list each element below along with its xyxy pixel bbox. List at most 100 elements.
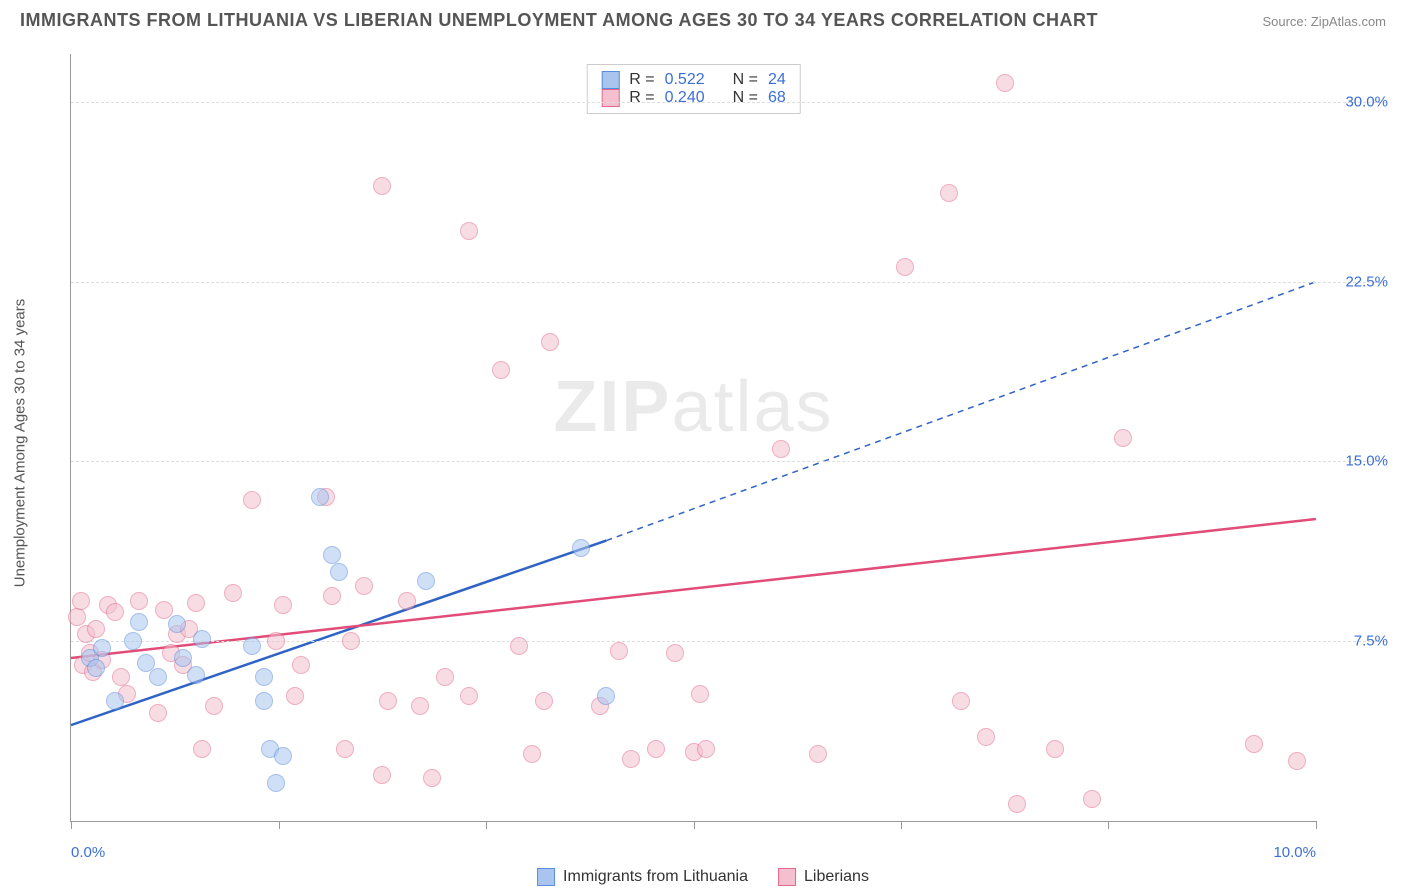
scatter-point <box>124 632 142 650</box>
scatter-point <box>149 668 167 686</box>
watermark: ZIPatlas <box>553 366 833 448</box>
scatter-point <box>510 637 528 655</box>
scatter-point <box>423 769 441 787</box>
scatter-point <box>597 687 615 705</box>
legend-n-label: N = <box>733 71 758 89</box>
header: IMMIGRANTS FROM LITHUANIA VS LIBERIAN UN… <box>0 0 1406 37</box>
x-tick-label: 0.0% <box>71 844 105 861</box>
scatter-point <box>977 728 995 746</box>
hgrid-line <box>71 102 1386 103</box>
scatter-point <box>323 587 341 605</box>
legend-swatch <box>601 71 619 89</box>
scatter-point <box>411 697 429 715</box>
legend-swatch <box>537 868 555 886</box>
scatter-point <box>460 687 478 705</box>
scatter-point <box>1245 735 1263 753</box>
scatter-point <box>460 222 478 240</box>
x-tick <box>694 821 695 829</box>
scatter-point <box>666 644 684 662</box>
y-tick-label: 22.5% <box>1345 273 1388 290</box>
y-axis-label: Unemployment Among Ages 30 to 34 years <box>12 299 29 588</box>
plot-area: ZIPatlas R =0.522N =24R =0.240N =68 7.5%… <box>70 54 1316 822</box>
chart-container: Unemployment Among Ages 30 to 34 years Z… <box>50 44 1396 842</box>
legend-item: Liberians <box>778 868 869 886</box>
scatter-point <box>330 563 348 581</box>
watermark-light: atlas <box>671 367 833 447</box>
scatter-point <box>572 539 590 557</box>
scatter-point <box>68 608 86 626</box>
scatter-point <box>398 592 416 610</box>
scatter-point <box>1288 752 1306 770</box>
scatter-point <box>174 649 192 667</box>
scatter-point <box>355 577 373 595</box>
scatter-point <box>255 668 273 686</box>
x-tick <box>279 821 280 829</box>
y-tick-label: 15.0% <box>1345 453 1388 470</box>
legend-r-label: R = <box>629 89 654 107</box>
scatter-point <box>106 692 124 710</box>
scatter-point <box>940 184 958 202</box>
scatter-point <box>996 74 1014 92</box>
scatter-point <box>697 740 715 758</box>
legend-n-label: N = <box>733 89 758 107</box>
scatter-point <box>541 333 559 351</box>
scatter-point <box>187 666 205 684</box>
scatter-point <box>647 740 665 758</box>
scatter-point <box>267 774 285 792</box>
scatter-point <box>243 491 261 509</box>
scatter-point <box>373 766 391 784</box>
scatter-point <box>106 603 124 621</box>
scatter-point <box>130 613 148 631</box>
scatter-point <box>492 361 510 379</box>
scatter-point <box>436 668 454 686</box>
legend-swatch <box>778 868 796 886</box>
scatter-point <box>417 572 435 590</box>
source-label: Source: ZipAtlas.com <box>1262 14 1386 29</box>
y-tick-label: 7.5% <box>1354 633 1388 650</box>
scatter-point <box>193 740 211 758</box>
legend-label: Liberians <box>804 868 869 886</box>
trend-line <box>71 519 1316 658</box>
scatter-point <box>323 546 341 564</box>
scatter-point <box>622 750 640 768</box>
x-tick <box>1108 821 1109 829</box>
scatter-point <box>523 745 541 763</box>
scatter-point <box>610 642 628 660</box>
scatter-point <box>896 258 914 276</box>
legend-row: R =0.240N =68 <box>601 89 786 107</box>
scatter-point <box>72 592 90 610</box>
x-tick <box>486 821 487 829</box>
scatter-point <box>205 697 223 715</box>
y-tick-label: 30.0% <box>1345 93 1388 110</box>
scatter-point <box>93 639 111 657</box>
scatter-point <box>187 594 205 612</box>
series-legend: Immigrants from Lithuania Liberians <box>537 868 869 886</box>
legend-n-value: 24 <box>768 71 786 89</box>
legend-item: Immigrants from Lithuania <box>537 868 748 886</box>
scatter-point <box>809 745 827 763</box>
scatter-point <box>130 592 148 610</box>
scatter-point <box>286 687 304 705</box>
legend-swatch <box>601 89 619 107</box>
x-tick-label: 10.0% <box>1273 844 1316 861</box>
scatter-point <box>311 488 329 506</box>
scatter-point <box>373 177 391 195</box>
scatter-point <box>87 659 105 677</box>
scatter-point <box>772 440 790 458</box>
scatter-point <box>255 692 273 710</box>
scatter-point <box>243 637 261 655</box>
scatter-point <box>149 704 167 722</box>
chart-title: IMMIGRANTS FROM LITHUANIA VS LIBERIAN UN… <box>20 10 1098 31</box>
scatter-point <box>274 747 292 765</box>
trend-line-dashed <box>606 282 1316 541</box>
x-tick <box>71 821 72 829</box>
legend-label: Immigrants from Lithuania <box>563 868 748 886</box>
legend-r-value: 0.240 <box>665 89 705 107</box>
scatter-point <box>1114 429 1132 447</box>
scatter-point <box>267 632 285 650</box>
scatter-point <box>342 632 360 650</box>
scatter-point <box>691 685 709 703</box>
scatter-point <box>224 584 242 602</box>
legend-r-value: 0.522 <box>665 71 705 89</box>
x-tick <box>901 821 902 829</box>
